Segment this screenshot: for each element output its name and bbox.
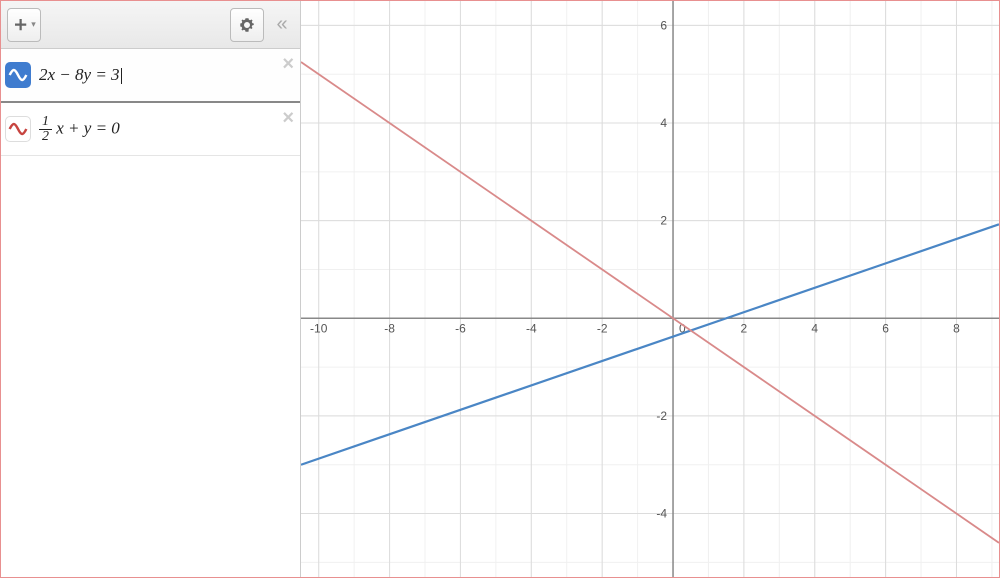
wave-icon[interactable] <box>5 116 31 142</box>
svg-text:8: 8 <box>953 321 960 335</box>
svg-text:-2: -2 <box>597 321 608 335</box>
svg-text:6: 6 <box>660 18 667 32</box>
double-chevron-left-icon: « <box>276 13 287 36</box>
svg-text:6: 6 <box>882 321 889 335</box>
delete-expression-button[interactable]: × <box>282 107 294 130</box>
toolbar: ▾ « <box>1 1 300 49</box>
svg-text:4: 4 <box>660 116 667 130</box>
svg-text:2: 2 <box>660 214 667 228</box>
svg-text:-8: -8 <box>384 321 395 335</box>
svg-text:-10: -10 <box>310 321 328 335</box>
graph-area[interactable]: -10-8-6-4-202468-4-2246 <box>301 1 999 577</box>
svg-text:-2: -2 <box>656 409 667 423</box>
graph-svg: -10-8-6-4-202468-4-2246 <box>301 1 999 577</box>
svg-text:-4: -4 <box>656 507 667 521</box>
dropdown-caret-icon: ▾ <box>31 19 36 30</box>
wave-icon[interactable] <box>5 62 31 88</box>
expression-text[interactable]: 2x − 8y = 3 <box>35 65 300 85</box>
gear-icon <box>238 16 256 34</box>
app-root: ▾ « 2x − 8y = 3×12 x + y = 0× -10-8-6-4-… <box>0 0 1000 578</box>
close-icon: × <box>282 53 294 75</box>
expression-icon-col <box>1 49 35 101</box>
plus-icon <box>12 16 30 34</box>
expression-text[interactable]: 12 x + y = 0 <box>35 115 300 144</box>
settings-button[interactable] <box>230 8 264 42</box>
svg-text:-4: -4 <box>526 321 537 335</box>
sidebar: ▾ « 2x − 8y = 3×12 x + y = 0× <box>1 1 301 577</box>
svg-text:4: 4 <box>811 321 818 335</box>
add-expression-button[interactable]: ▾ <box>7 8 41 42</box>
expression-icon-col <box>1 103 35 155</box>
collapse-sidebar-button[interactable]: « <box>270 13 294 36</box>
svg-text:2: 2 <box>741 321 748 335</box>
svg-text:-6: -6 <box>455 321 466 335</box>
expression-row[interactable]: 12 x + y = 0× <box>1 103 300 156</box>
close-icon: × <box>282 107 294 129</box>
delete-expression-button[interactable]: × <box>282 53 294 76</box>
expression-row[interactable]: 2x − 8y = 3× <box>1 49 300 103</box>
expression-list: 2x − 8y = 3×12 x + y = 0× <box>1 49 300 577</box>
